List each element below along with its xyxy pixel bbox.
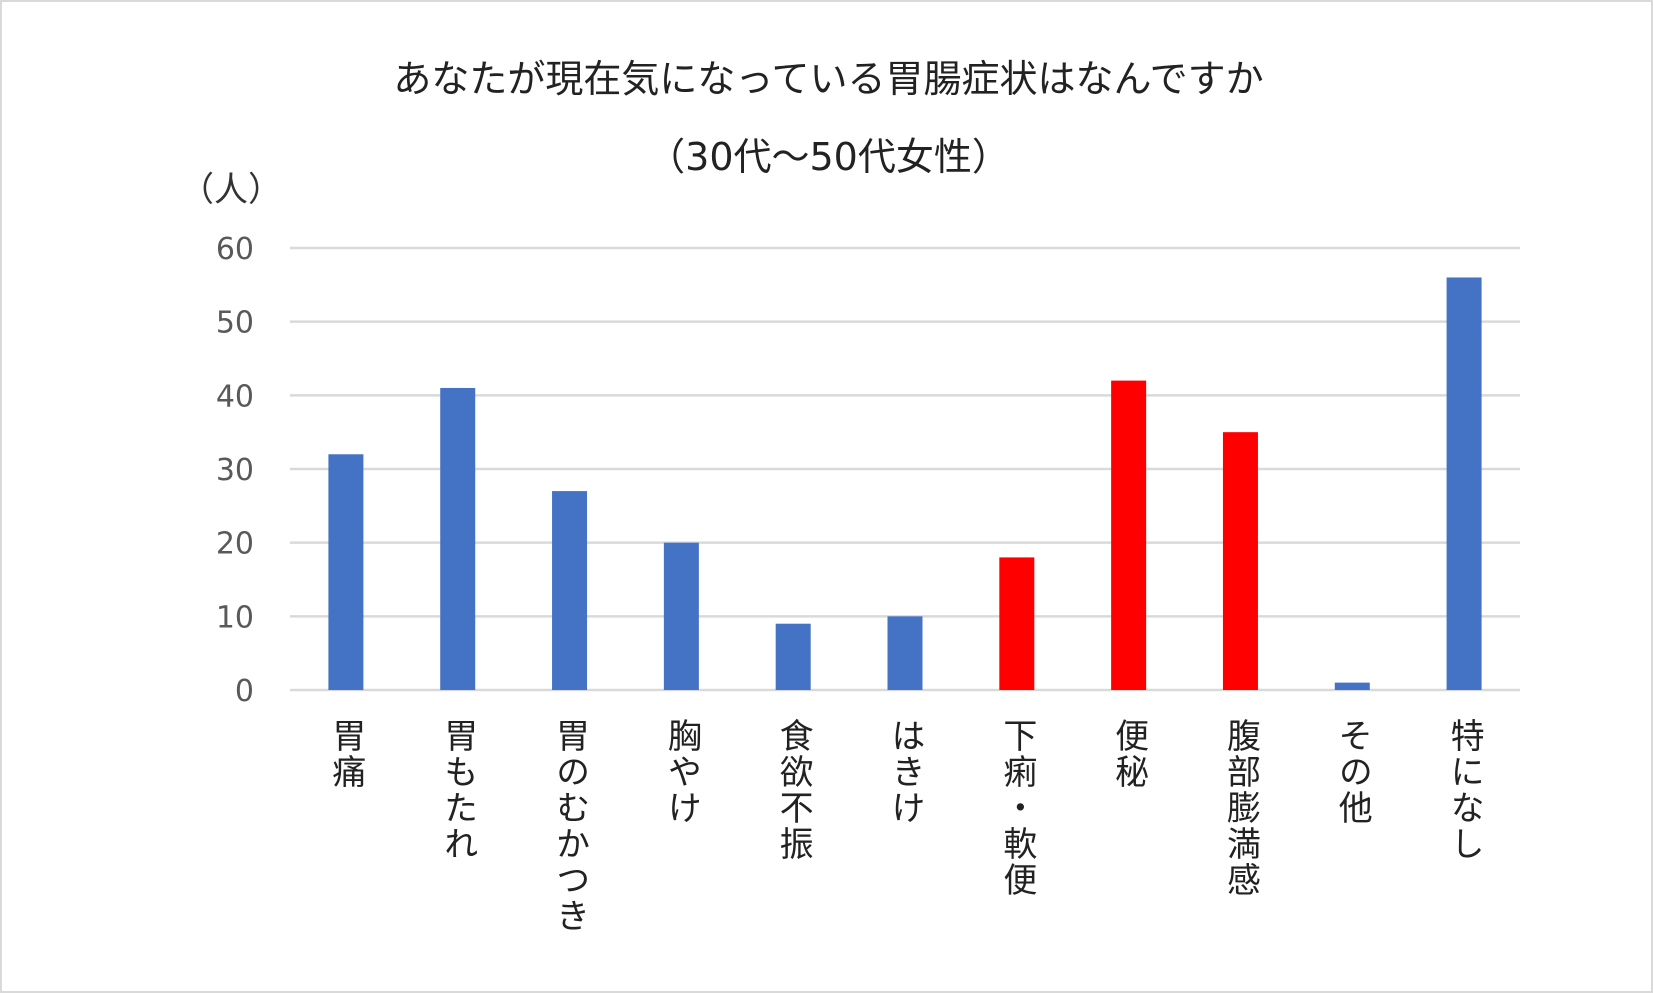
chart-subtitle: （30代～50代女性）: [647, 135, 1010, 179]
bar: [1334, 682, 1370, 690]
y-tick-label: 30: [216, 453, 254, 488]
bar: [552, 491, 588, 690]
bar: [440, 387, 476, 690]
x-tick-label: 腹部膨満感: [1220, 718, 1261, 898]
x-tick-label: はきけ: [885, 718, 925, 826]
x-tick-label: 下痢・軟便: [996, 718, 1037, 898]
x-tick-label: 便秘: [1108, 718, 1149, 790]
bar: [1222, 432, 1258, 690]
bar: [328, 454, 364, 690]
bar: [1446, 277, 1482, 690]
y-tick-label: 60: [216, 232, 254, 267]
y-tick-label: 20: [216, 527, 254, 562]
y-tick-label: 0: [235, 674, 254, 709]
y-tick-label: 50: [216, 306, 254, 341]
bar: [887, 616, 923, 690]
y-axis-label: （人）: [180, 170, 282, 210]
y-tick-label: 10: [216, 600, 254, 635]
x-tick-label: 食欲不振: [773, 718, 814, 862]
bar: [999, 557, 1035, 690]
x-tick-label: 胃痛: [325, 718, 366, 790]
x-tick-label: その他: [1332, 718, 1373, 826]
x-tick-label: 胃もたれ: [437, 718, 478, 862]
x-tick-label: 特になし: [1444, 718, 1485, 862]
bar: [1111, 380, 1147, 690]
bar: [775, 623, 811, 690]
x-tick-label: 胃のむかつき: [549, 718, 590, 934]
x-tick-label: 胸やけ: [661, 718, 702, 826]
chart-title: あなたが現在気になっている胃腸症状はなんですか: [393, 57, 1264, 101]
y-tick-label: 40: [216, 379, 254, 414]
bar: [663, 542, 699, 690]
